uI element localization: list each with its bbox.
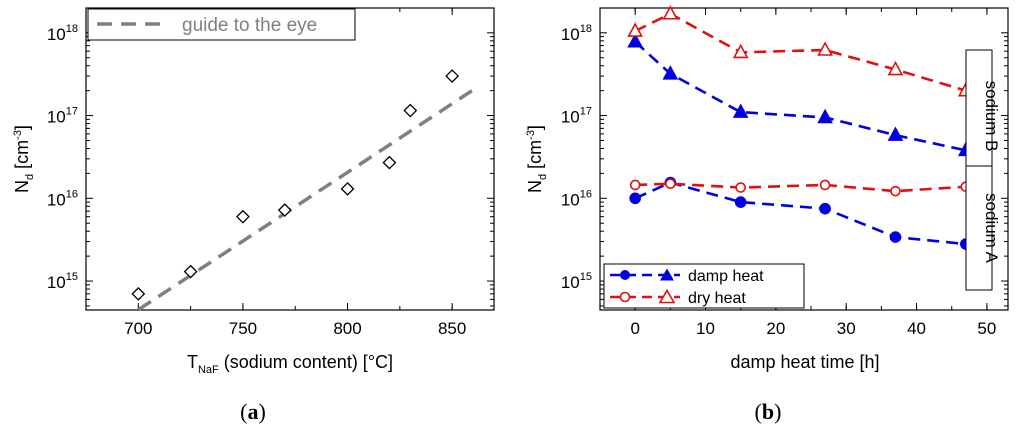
- marker-circle-dry: [819, 179, 831, 191]
- marker-circle-dry: [890, 185, 901, 197]
- legend-dry-label: dry heat: [688, 290, 746, 307]
- data-point-diamond: [403, 103, 418, 118]
- data-point-diamond: [340, 181, 355, 196]
- panel-caption-b: (b): [755, 399, 782, 424]
- b-x-tick-label: 10: [696, 319, 715, 338]
- b-x-tick-label: 30: [837, 319, 856, 338]
- a-y-tick-label: 1015: [47, 271, 78, 292]
- marker-circle-damp: [819, 202, 831, 215]
- series-line-damp-0: [634, 40, 967, 152]
- sodium-a-box: [965, 165, 993, 291]
- marker-triangle-damp: [627, 33, 644, 48]
- data-point-diamond: [131, 286, 146, 301]
- legend-guide-label: guide to the eye: [182, 15, 317, 36]
- marker-circle-damp: [629, 192, 641, 205]
- marker-triangle-dry: [627, 22, 644, 37]
- b-y-tick-label: 1017: [561, 106, 592, 127]
- legend-a: guide to the eye: [87, 8, 356, 41]
- a-x-tick-label: 800: [333, 319, 361, 338]
- b-x-tick-label: 0: [630, 319, 639, 338]
- b-y-tick-label: 1016: [561, 188, 592, 209]
- b-y-tick-label: 1015: [561, 271, 592, 292]
- legend-damp-label: damp heat: [688, 268, 764, 285]
- y-axis-label-b: Nd [cm-3]: [525, 125, 549, 193]
- sodium-b-label: sodium B: [982, 81, 1001, 152]
- sodium-b-box: [965, 49, 993, 184]
- marker-triangle-dry: [732, 43, 749, 59]
- x-axis-label-a: TNaF (sodium content) [°C]: [187, 352, 393, 376]
- marker-triangle-damp: [817, 108, 833, 124]
- legend-box-b: [603, 263, 805, 309]
- plot-frame-a: [85, 7, 495, 311]
- b-x-tick-label: 20: [766, 319, 785, 338]
- legend-damp-triangle-marker: [660, 268, 674, 281]
- b-x-tick-label: 50: [977, 319, 996, 338]
- data-point-diamond: [445, 69, 460, 84]
- marker-circle-dry: [629, 179, 641, 191]
- legend-damp-circle-marker: [620, 270, 630, 280]
- x-axis-label-b: damp heat time [h]: [730, 352, 879, 372]
- panel-caption-a: (a): [240, 399, 266, 424]
- a-x-tick-label: 850: [438, 319, 466, 338]
- data-point-diamond: [277, 203, 292, 218]
- data-point-diamond: [236, 209, 250, 224]
- marker-triangle-damp: [662, 65, 679, 80]
- a-x-tick-label: 700: [124, 319, 152, 338]
- b-x-tick-label: 40: [907, 319, 926, 338]
- y-axis-label-a: Nd [cm-3]: [12, 125, 36, 193]
- legend-dry-triangle-marker: [658, 288, 676, 304]
- annotations-b: sodium B sodium A: [965, 49, 1001, 291]
- b-y-tick-label: 1018: [561, 23, 592, 44]
- marker-circle-damp: [734, 196, 747, 208]
- a-y-tick-label: 1017: [47, 106, 78, 127]
- a-y-tick-label: 1018: [47, 23, 78, 44]
- series-line-dry-1: [634, 12, 967, 92]
- series-line-dry-3: [635, 182, 966, 193]
- marker-circle-damp: [889, 231, 902, 243]
- data-point-diamond: [183, 264, 198, 279]
- marker-triangle-dry: [817, 41, 833, 56]
- a-y-tick-label: 1016: [47, 188, 78, 209]
- marker-triangle-dry: [887, 60, 904, 76]
- marker-triangle-damp: [887, 126, 904, 141]
- sodium-a-label: sodium A: [982, 193, 1001, 264]
- marker-circle-dry: [665, 178, 676, 190]
- data-point-diamond: [382, 155, 397, 170]
- marker-triangle-damp: [732, 103, 749, 118]
- marker-circle-dry: [735, 182, 746, 193]
- a-x-tick-label: 750: [229, 319, 257, 338]
- marker-triangle-dry: [662, 5, 679, 20]
- series-line-damp-2: [634, 181, 966, 246]
- panel-a: 700 750 800 850 1015 1016 1017 1018 guide to th…: [12, 7, 495, 424]
- legend-dry-circle-marker: [619, 291, 631, 303]
- panel-b: 0 10 20 30 40 50 1015 1016 1017 1018 sodium B sod…: [525, 5, 1009, 424]
- legend-b: damp heat dry heat: [603, 263, 805, 309]
- guide-to-the-eye-line: [137, 85, 479, 312]
